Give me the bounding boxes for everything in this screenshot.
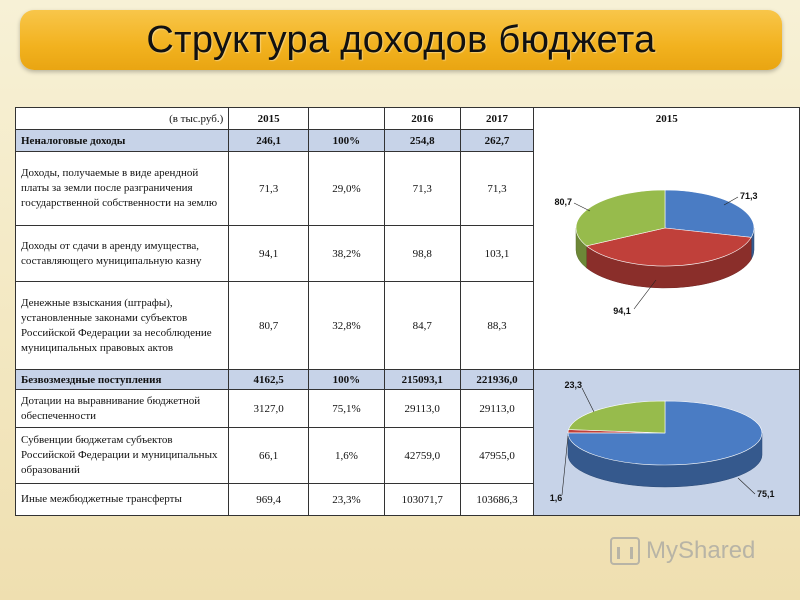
cell-share: 100% <box>308 369 385 390</box>
cell-value: 969,4 <box>228 483 310 516</box>
share-header <box>308 107 385 130</box>
pie-data-label: 23,3 <box>565 380 583 390</box>
cell-share: 75,1% <box>308 389 385 428</box>
cell-value: 103071,7 <box>383 483 461 516</box>
pie-leader-line <box>582 387 595 413</box>
pie-chart-transfers: 75,1 1,6 23,3 <box>550 380 775 503</box>
pie-leader-line <box>562 435 569 496</box>
cell-value: 103686,3 <box>459 483 535 516</box>
cell-value: 254,8 <box>383 129 461 152</box>
cell-value: 3127,0 <box>228 389 310 428</box>
pie-data-label: 94,1 <box>614 306 632 316</box>
table-row: Дотации на выравнивание бюджетной обеспе… <box>14 389 800 428</box>
section-label: Неналоговые доходы <box>14 129 230 152</box>
pie-chart-cell-1: 2015 71,3 94,1 80,7 <box>533 107 800 370</box>
watermark-text: MyShared <box>646 537 756 564</box>
cell-share: 29,0% <box>308 151 385 226</box>
pie-slice <box>665 189 755 238</box>
year-header: 2017 <box>459 107 535 130</box>
section-row: Неналоговые доходы 246,1 100% 254,8 262,… <box>14 129 800 152</box>
cell-value: 47955,0 <box>459 427 535 484</box>
cell-value: 66,1 <box>228 427 310 484</box>
pie-slice <box>586 227 753 267</box>
cell-value: 71,3 <box>459 151 535 226</box>
pie-data-label: 80,7 <box>555 197 573 207</box>
row-label: Денежные взыскания (штрафы), установленн… <box>14 281 230 370</box>
row-label: Субвенции бюджетам субъектов Российской … <box>14 427 230 484</box>
section-label: Безвозмездные поступления <box>14 369 230 390</box>
cell-value: 246,1 <box>228 129 310 152</box>
cell-value: 29113,0 <box>383 389 461 428</box>
row-label: Доходы от сдачи в аренду имущества, сост… <box>14 225 230 282</box>
pie-data-label: 1,6 <box>550 493 563 503</box>
cell-value: 94,1 <box>228 225 310 282</box>
cell-share: 32,8% <box>308 281 385 370</box>
cell-value: 71,3 <box>228 151 310 226</box>
cell-share: 23,3% <box>308 483 385 516</box>
unit-label: (в тыс.руб.) <box>14 107 230 130</box>
table-row: Иные межбюджетные трансферты 969,4 23,3%… <box>14 483 800 516</box>
table-row: Доходы, получаемые в виде арендной платы… <box>14 151 800 226</box>
cell-value: 215093,1 <box>383 369 461 390</box>
watermark: MyShared <box>610 537 755 565</box>
cell-share: 100% <box>308 129 385 152</box>
cell-value: 103,1 <box>459 225 535 282</box>
page-title: Структура доходов бюджета <box>146 18 656 61</box>
cell-share: 1,6% <box>308 427 385 484</box>
section-row: Безвозмездные поступления 4162,5 100% 21… <box>14 369 800 516</box>
pie-chart-2015: 71,3 94,1 80,7 <box>555 189 758 316</box>
pie-leader-line <box>738 477 756 495</box>
cell-value: 29113,0 <box>459 389 535 428</box>
pie-slice <box>568 400 763 466</box>
chart-year-label: 2015 <box>655 113 678 125</box>
row-label: Доходы, получаемые в виде арендной платы… <box>14 151 230 226</box>
pie-data-label: 71,3 <box>740 191 758 201</box>
row-label: Иные межбюджетные трансферты <box>14 483 230 516</box>
cell-value: 88,3 <box>459 281 535 370</box>
pie-slice <box>576 189 666 247</box>
cell-value: 71,3 <box>383 151 461 226</box>
pie-leader-line <box>724 196 739 206</box>
cell-value: 84,7 <box>383 281 461 370</box>
header-row: (в тыс.руб.) 2015 2016 2017 2015 71,3 94,… <box>14 107 800 370</box>
cell-value: 80,7 <box>228 281 310 370</box>
pie-slice <box>568 400 666 434</box>
pie-data-label: 75,1 <box>757 489 775 499</box>
pie-leader-line <box>574 202 591 212</box>
title-banner: Структура доходов бюджета <box>20 10 782 70</box>
year-header: 2015 <box>228 107 310 130</box>
cell-share: 38,2% <box>308 225 385 282</box>
table-row: Субвенции бюджетам субъектов Российской … <box>14 427 800 484</box>
cell-value: 262,7 <box>459 129 535 152</box>
table-row: Денежные взыскания (штрафы), установленн… <box>14 281 800 370</box>
presentation-logo-icon <box>610 537 640 565</box>
cell-value: 4162,5 <box>228 369 310 390</box>
budget-table: (в тыс.руб.) 2015 2016 2017 2015 71,3 94,… <box>14 107 800 516</box>
cell-value: 98,8 <box>383 225 461 282</box>
cell-value: 221936,0 <box>459 369 535 390</box>
pie-chart-cell-2: 75,1 1,6 23,3 <box>533 369 800 516</box>
pie-leader-line <box>634 279 657 310</box>
row-label: Дотации на выравнивание бюджетной обеспе… <box>14 389 230 428</box>
year-header: 2016 <box>383 107 461 130</box>
cell-value: 42759,0 <box>383 427 461 484</box>
